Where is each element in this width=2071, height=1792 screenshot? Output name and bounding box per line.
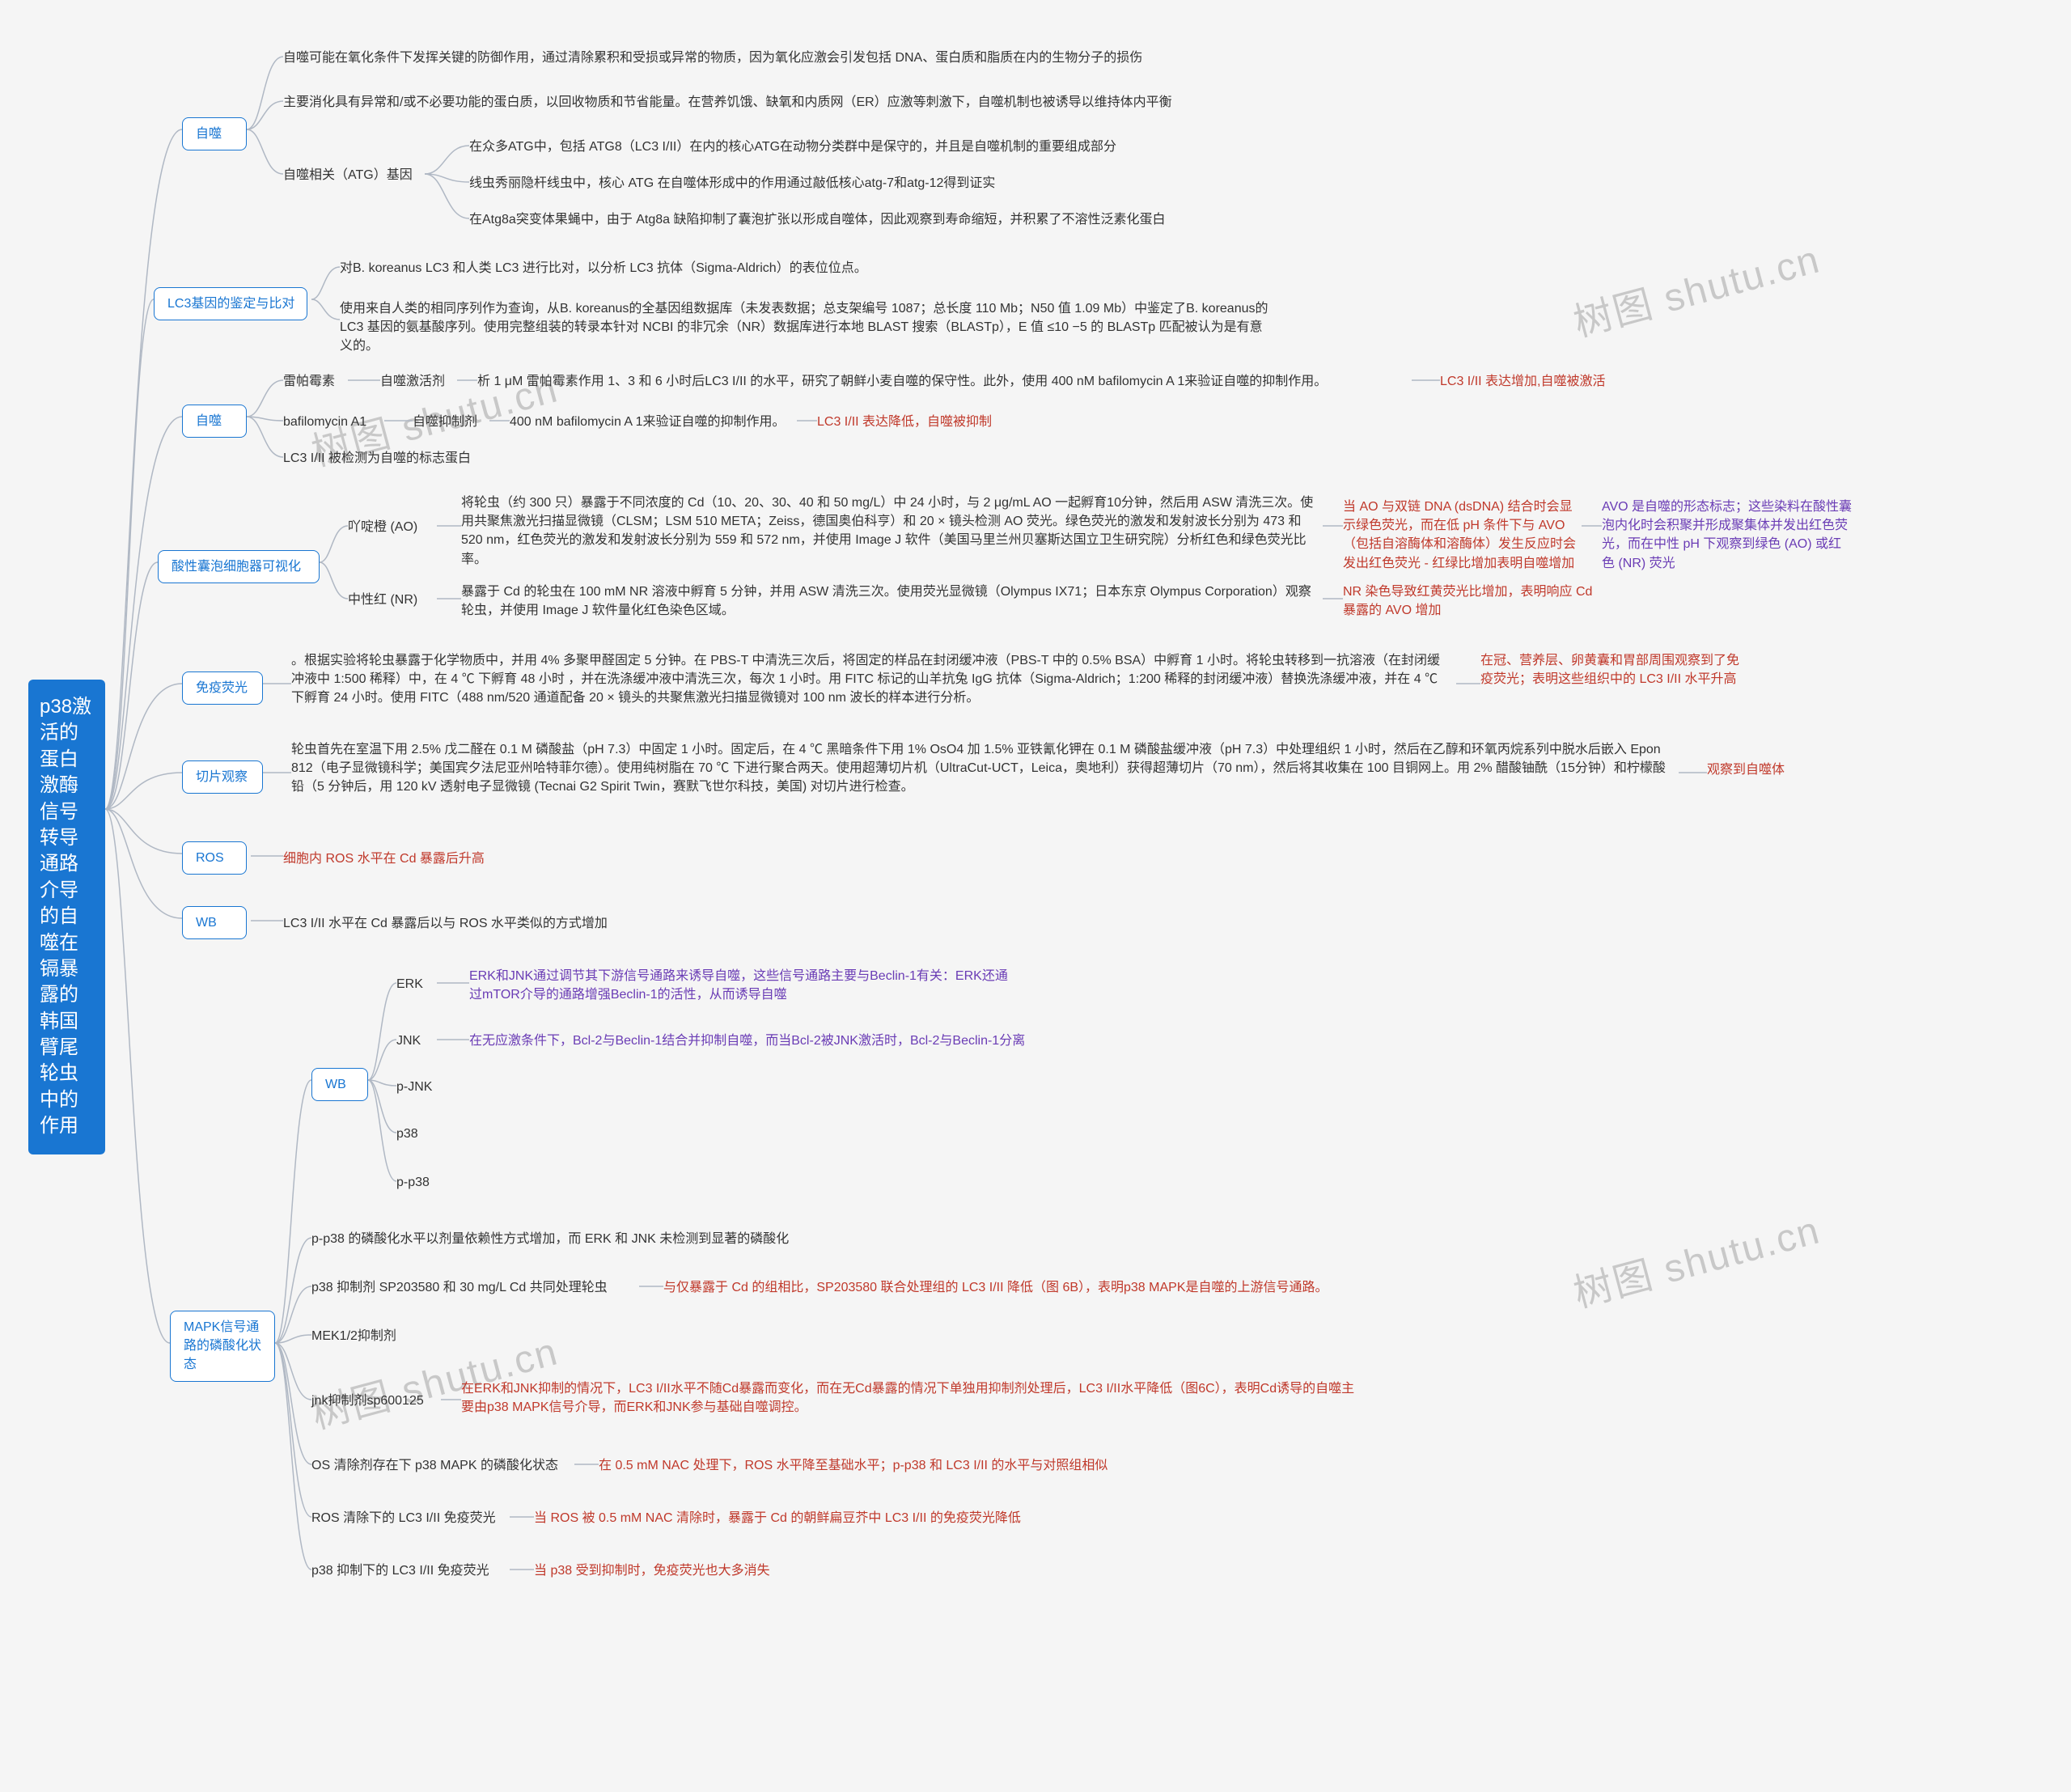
mindmap-node: 自噬可能在氧化条件下发挥关键的防御作用，通过清除累积和受损或异常的物质，因为氧化… [283, 49, 1142, 67]
mindmap-node: 主要消化具有异常和/或不必要功能的蛋白质，以回收物质和节省能量。在营养饥饿、缺氧… [283, 93, 1172, 112]
mindmap-node: 析 1 μM 雷帕霉素作用 1、3 和 6 小时后LC3 I/II 的水平，研究… [477, 372, 1327, 391]
mindmap-node[interactable]: WB [182, 906, 247, 939]
watermark: 树图 shutu.cn [1566, 1198, 1825, 1319]
mindmap-node[interactable]: MAPK信号通路的磷酸化状态 [170, 1311, 275, 1382]
mindmap-node: 在ERK和JNK抑制的情况下，LC3 I/II水平不随Cd暴露而变化，而在无Cd… [461, 1379, 1367, 1417]
mindmap-node: 观察到自噬体 [1707, 760, 1785, 779]
mindmap-node: 暴露于 Cd 的轮虫在 100 mM NR 溶液中孵育 5 分钟，并用 ASW … [461, 583, 1319, 620]
mindmap-node: p-p38 [396, 1173, 430, 1192]
mindmap-node: jnk抑制剂sp600125 [311, 1392, 424, 1410]
mindmap-node: 线虫秀丽隐杆线虫中，核心 ATG 在自噬体形成中的作用通过敲低核心atg-7和a… [469, 174, 995, 193]
mindmap-node[interactable]: 切片观察 [182, 760, 263, 794]
mindmap-node: ROS 清除下的 LC3 I/II 免疫荧光 [311, 1509, 496, 1527]
mindmap-node: OS 清除剂存在下 p38 MAPK 的磷酸化状态 [311, 1456, 558, 1475]
mindmap-node: p-JNK [396, 1078, 432, 1096]
mindmap-node: LC3 I/II 被检测为自噬的标志蛋白 [283, 449, 471, 468]
mindmap-node: LC3 I/II 表达降低，自噬被抑制 [817, 413, 992, 431]
mindmap-canvas: 树图 shutu.cn 树图 shutu.cn 树图 shutu.cn 树图 s… [0, 0, 2071, 1792]
mindmap-node[interactable]: 免疫荧光 [182, 671, 263, 705]
mindmap-node: 自噬抑制剂 [413, 413, 477, 431]
mindmap-node: 中性红 (NR) [348, 591, 417, 609]
mindmap-node: NR 染色导致红黄荧光比增加，表明响应 Cd 暴露的 AVO 增加 [1343, 583, 1602, 620]
mindmap-node: 在众多ATG中，包括 ATG8（LC3 I/II）在内的核心ATG在动物分类群中… [469, 138, 1116, 156]
mindmap-node[interactable]: 自噬 [182, 405, 247, 438]
mindmap-node: 雷帕霉素 [283, 372, 335, 391]
mindmap-node: 轮虫首先在室温下用 2.5% 戊二醛在 0.1 M 磷酸盐（pH 7.3）中固定… [291, 740, 1667, 797]
mindmap-node: 在 0.5 mM NAC 处理下，ROS 水平降至基础水平；p-p38 和 LC… [599, 1456, 1107, 1475]
connectors-layer [0, 0, 2071, 1792]
mindmap-node: LC3 I/II 水平在 Cd 暴露后以与 ROS 水平类似的方式增加 [283, 914, 608, 933]
mindmap-node: 与仅暴露于 Cd 的组相比，SP203580 联合处理组的 LC3 I/II 降… [663, 1278, 1328, 1297]
mindmap-node: p38 抑制剂 SP203580 和 30 mg/L Cd 共同处理轮虫 [311, 1278, 608, 1297]
mindmap-node: 吖啶橙 (AO) [348, 518, 417, 536]
mindmap-node: p38 [396, 1125, 418, 1143]
mindmap-node: LC3 I/II 表达增加,自噬被激活 [1440, 372, 1605, 391]
mindmap-node: 400 nM bafilomycin A 1来验证自噬的抑制作用。 [510, 413, 786, 431]
mindmap-node: 使用来自人类的相同序列作为查询，从B. koreanus的全基因组数据库（未发表… [340, 299, 1270, 356]
mindmap-node[interactable]: 酸性囊泡细胞器可视化 [158, 550, 320, 583]
mindmap-node: p38 抑制下的 LC3 I/II 免疫荧光 [311, 1561, 489, 1580]
mindmap-node[interactable]: LC3基因的鉴定与比对 [154, 287, 307, 320]
mindmap-node: ERK和JNK通过调节其下游信号通路来诱导自噬，这些信号通路主要与Beclin-… [469, 967, 1011, 1004]
watermark: 树图 shutu.cn [1566, 227, 1825, 348]
mindmap-node[interactable]: ROS [182, 841, 247, 875]
mindmap-node: ERK [396, 975, 423, 993]
mindmap-node: 当 ROS 被 0.5 mM NAC 清除时，暴露于 Cd 的朝鲜扁豆芥中 LC… [534, 1509, 1021, 1527]
mindmap-node: AVO 是自噬的形态标志；这些染料在酸性囊泡内化时会积聚并形成聚集体并发出红色荧… [1602, 498, 1853, 573]
mindmap-node[interactable]: 自噬 [182, 117, 247, 150]
root-node[interactable]: p38激活的蛋白激酶信号转导通路介导的自噬在镉暴露的韩国臂尾轮虫中的作用 [28, 680, 105, 1154]
mindmap-node: 对B. koreanus LC3 和人类 LC3 进行比对，以分析 LC3 抗体… [340, 259, 867, 277]
mindmap-node: MEK1/2抑制剂 [311, 1327, 396, 1345]
mindmap-node[interactable]: WB [311, 1068, 368, 1101]
mindmap-node: 在无应激条件下，Bcl-2与Beclin-1结合并抑制自噬，而当Bcl-2被JN… [469, 1032, 1025, 1050]
mindmap-node: 自噬相关（ATG）基因 [283, 166, 413, 184]
mindmap-node: 自噬激活剂 [380, 372, 445, 391]
mindmap-node: bafilomycin A1 [283, 413, 366, 431]
mindmap-node: 当 p38 受到抑制时，免疫荧光也大多消失 [534, 1561, 770, 1580]
mindmap-node: 当 AO 与双链 DNA (dsDNA) 结合时会显示绿色荧光，而在低 pH 条… [1343, 498, 1578, 573]
mindmap-node: 在Atg8a突变体果蝇中，由于 Atg8a 缺陷抑制了囊泡扩张以形成自噬体，因此… [469, 210, 1166, 229]
mindmap-node: p-p38 的磷酸化水平以剂量依赖性方式增加，而 ERK 和 JNK 未检测到显… [311, 1230, 789, 1248]
mindmap-node: 将轮虫（约 300 只）暴露于不同浓度的 Cd（10、20、30、40 和 50… [461, 494, 1319, 569]
mindmap-node: 细胞内 ROS 水平在 Cd 暴露后升高 [283, 849, 485, 868]
mindmap-node: JNK [396, 1032, 421, 1050]
mindmap-node: 。根据实验将轮虫暴露于化学物质中，并用 4% 多聚甲醛固定 5 分钟。在 PBS… [291, 651, 1448, 708]
mindmap-node: 在冠、营养层、卵黄囊和胃部周围观察到了免疫荧光；表明这些组织中的 LC3 I/I… [1480, 651, 1739, 688]
